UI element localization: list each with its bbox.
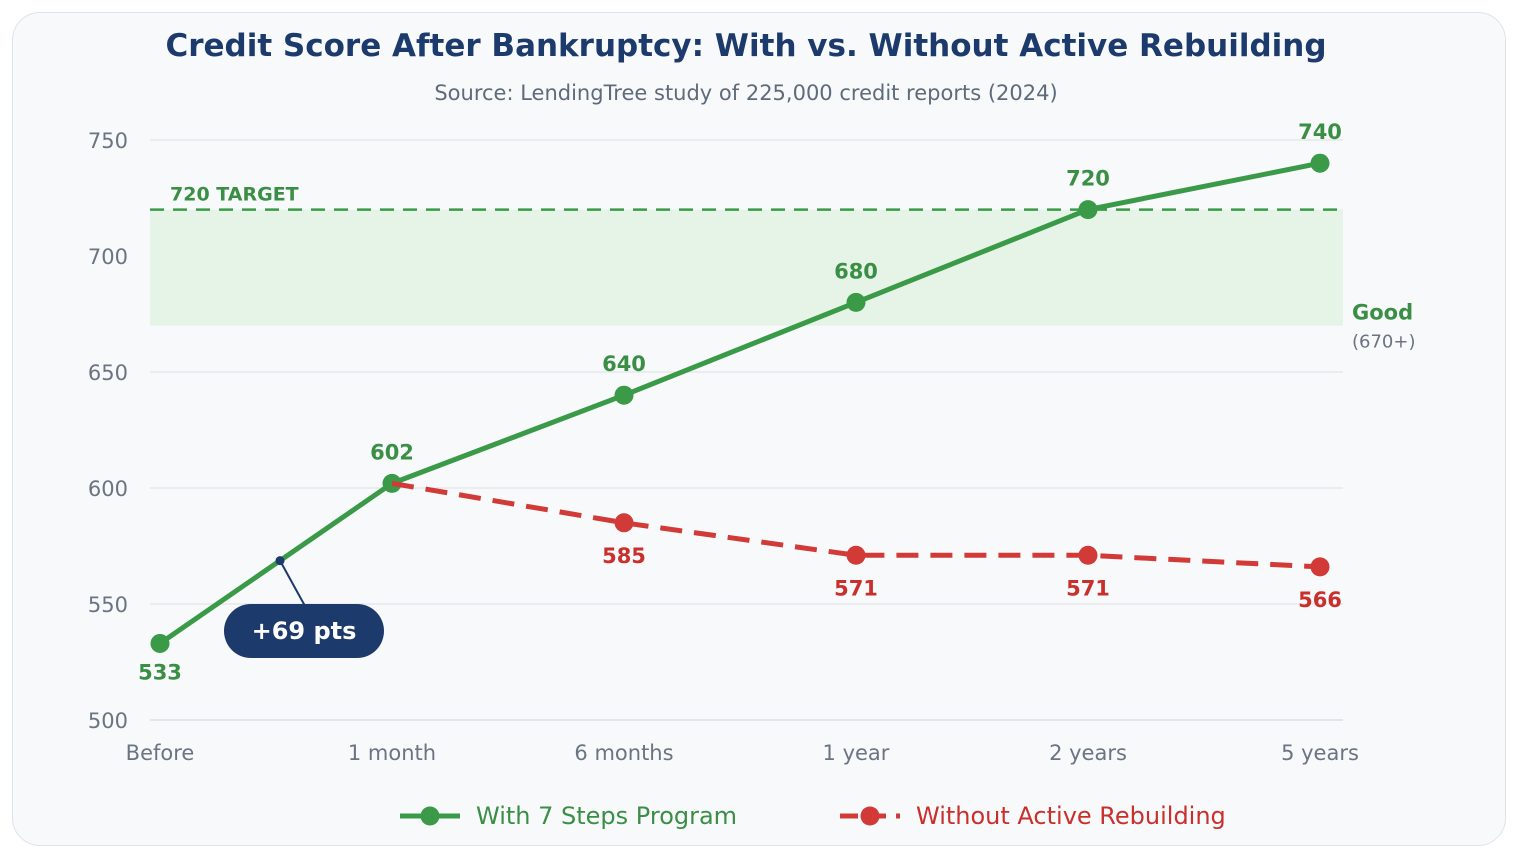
callout-text: +69 pts bbox=[252, 617, 357, 645]
band-label: Good bbox=[1352, 301, 1413, 325]
data-label-with-program: 533 bbox=[138, 660, 182, 684]
y-tick-label: 500 bbox=[88, 709, 128, 733]
x-tick-label: Before bbox=[126, 741, 195, 765]
x-tick-label: 2 years bbox=[1049, 741, 1127, 765]
data-label-without-rebuilding: 585 bbox=[602, 544, 646, 568]
data-point-without-rebuilding bbox=[1310, 557, 1330, 577]
good-range-band bbox=[150, 209, 1343, 326]
data-point-without-rebuilding bbox=[1078, 545, 1098, 565]
x-tick-label: 5 years bbox=[1281, 741, 1359, 765]
data-label-with-program: 640 bbox=[602, 352, 646, 376]
data-point-with-program bbox=[1310, 153, 1330, 173]
legend-label-with-program: With 7 Steps Program bbox=[476, 802, 737, 830]
chart-title: Credit Score After Bankruptcy: With vs. … bbox=[165, 28, 1326, 64]
series-line-with-program bbox=[158, 160, 1321, 646]
callout-connector bbox=[279, 560, 306, 607]
data-point-without-rebuilding bbox=[846, 545, 866, 565]
target-label: 720 TARGET bbox=[170, 184, 299, 206]
y-tick-label: 550 bbox=[88, 593, 128, 617]
band-sublabel: (670+) bbox=[1352, 332, 1415, 353]
legend-label-without-rebuilding: Without Active Rebuilding bbox=[916, 802, 1226, 830]
chart-card bbox=[12, 12, 1506, 846]
series-line-without-rebuilding bbox=[391, 480, 1321, 570]
y-tick-label: 700 bbox=[88, 245, 128, 269]
data-label-with-program: 740 bbox=[1298, 120, 1342, 144]
x-tick-label: 6 months bbox=[574, 741, 673, 765]
data-point-with-program bbox=[614, 385, 634, 405]
data-label-with-program: 602 bbox=[370, 440, 414, 464]
data-label-with-program: 720 bbox=[1066, 167, 1110, 191]
x-tick-label: 1 month bbox=[348, 741, 436, 765]
y-tick-label: 600 bbox=[88, 477, 128, 501]
y-tick-label: 750 bbox=[88, 129, 128, 153]
data-point-with-program bbox=[846, 292, 866, 312]
data-label-with-program: 680 bbox=[834, 259, 878, 283]
chart-subtitle: Source: LendingTree study of 225,000 cre… bbox=[434, 81, 1057, 105]
data-label-without-rebuilding: 571 bbox=[834, 576, 878, 600]
legend-swatch-dot-without-rebuilding bbox=[860, 806, 880, 826]
callout-badge bbox=[224, 604, 384, 658]
data-label-without-rebuilding: 566 bbox=[1298, 588, 1342, 612]
data-label-without-rebuilding: 571 bbox=[1066, 576, 1110, 600]
data-point-with-program bbox=[150, 633, 170, 653]
data-point-without-rebuilding bbox=[614, 513, 634, 533]
x-tick-label: 1 year bbox=[823, 741, 890, 765]
data-point-with-program bbox=[1078, 200, 1098, 220]
callout-anchor-dot bbox=[275, 556, 285, 566]
legend-swatch-dot-with-program bbox=[420, 806, 440, 826]
y-tick-label: 650 bbox=[88, 361, 128, 385]
